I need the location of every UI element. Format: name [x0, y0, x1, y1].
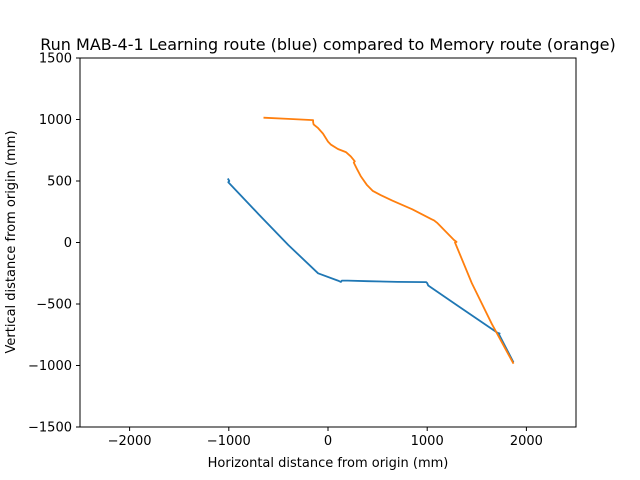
- y-tick-label: 500: [47, 175, 72, 190]
- x-tick-label: −2000: [108, 434, 152, 449]
- x-tick-label: 1000: [411, 434, 444, 449]
- plot-area: [227, 116, 515, 365]
- x-axis-label: Horizontal distance from origin (mm): [208, 456, 449, 471]
- series-2-line: [263, 116, 515, 365]
- y-tick-label: −1500: [28, 421, 72, 436]
- y-tick-label: −500: [36, 298, 72, 313]
- x-tick-label: 2000: [510, 434, 543, 449]
- y-axis-label: Vertical distance from origin (mm): [4, 130, 19, 353]
- y-tick-label: 1000: [39, 113, 72, 128]
- x-tick-label: −1000: [207, 434, 251, 449]
- axes: −2000 −1000 0 1000 2000 −1500 −1000 −500 0 500 100…: [28, 52, 577, 449]
- y-tick-label: −1000: [28, 359, 72, 374]
- chart-title: Run MAB-4-1 Learning route (blue) compar…: [40, 35, 615, 54]
- x-tick-label: 0: [324, 434, 332, 449]
- y-tick-label: 1500: [39, 52, 72, 67]
- y-tick-label: 0: [64, 236, 72, 251]
- series-1-line: [227, 178, 515, 363]
